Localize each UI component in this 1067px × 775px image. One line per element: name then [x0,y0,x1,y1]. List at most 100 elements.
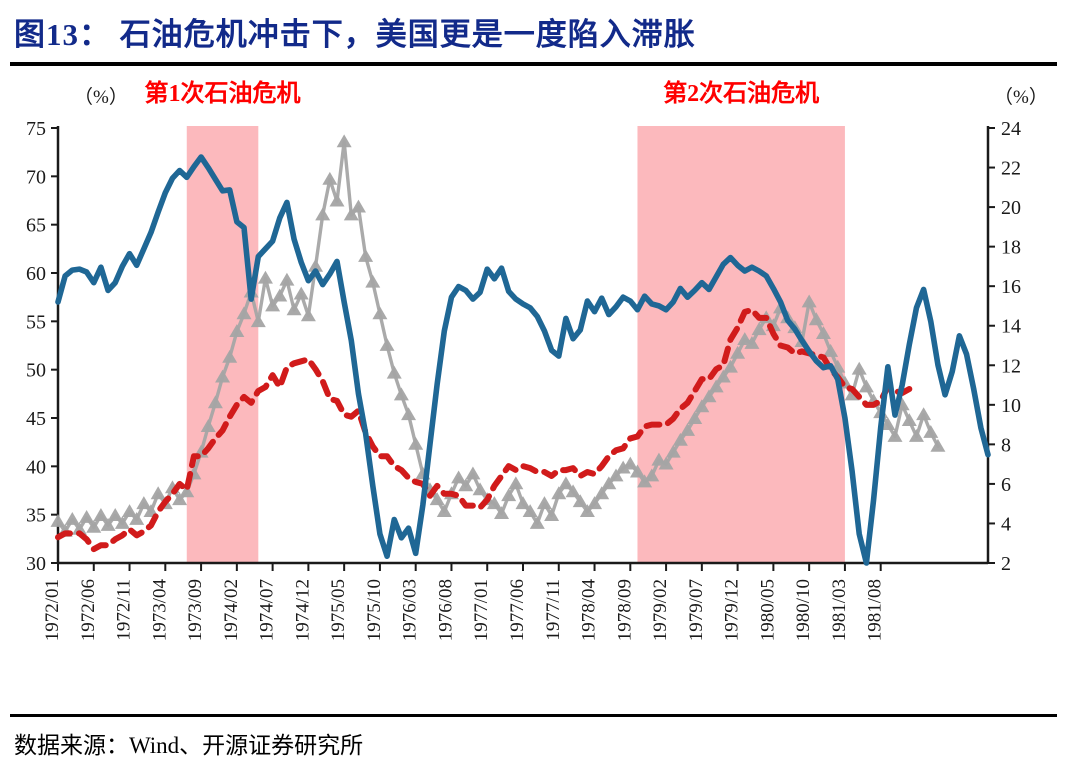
ppi-marker [608,468,624,482]
x-tick-label: 1973/04 [149,579,170,642]
right-tick-label: 8 [1001,434,1011,456]
figure-title-bar: 图13： 石油危机冲击下，美国更是一度陷入滞胀 [0,0,1067,62]
x-tick-label: 1978/04 [579,579,600,642]
title-divider [10,62,1057,66]
ppi-marker [343,207,359,221]
ppi-marker [179,484,195,498]
ppi-marker [694,399,710,413]
ppi-marker [737,332,753,345]
crisis-annotations: 第1次石油危机 第2次石油危机 [145,79,820,107]
chart-canvas: 30 35 40 45 50 55 60 65 70 75 2 4 6 8 10 12 14 16 18 20 22 24… [0,68,1067,713]
ppi-marker [200,419,216,432]
ppi-marker [336,134,352,148]
ppi-marker [465,466,481,480]
ppi-marker [751,322,767,336]
ppi-marker [880,417,896,430]
ppi-marker [350,199,366,213]
ppi-marker [64,512,80,525]
ppi-marker [372,306,388,320]
ppi-marker [86,519,102,533]
ppi-marker [379,338,395,351]
x-tick-label: 1973/09 [185,579,206,641]
ppi-marker [579,504,595,517]
series-line-cpi [55,306,913,553]
left-tick-label: 70 [26,166,46,188]
ppi-marker [107,508,123,521]
x-tick-label: 1981/03 [829,579,850,641]
crisis-label-1: 第1次石油危机 [145,79,301,107]
source-note: 数据来源：Wind、开源证券研究所 [14,733,364,758]
ppi-marker [365,274,381,288]
crisis-label-2: 第2次石油危机 [663,79,819,107]
ppi-marker [680,423,696,436]
right-tick-label: 12 [1001,355,1021,377]
ppi-marker [808,312,824,326]
ppi-marker [172,492,188,506]
left-tick-label: 75 [26,118,46,140]
series-group [50,134,991,566]
ppi-marker [708,379,724,393]
ppi-marker [136,496,152,510]
ppi-marker [401,407,417,421]
ppi-marker [722,359,738,373]
ppi-marker [887,428,903,442]
ppi-marker [207,395,223,409]
ppi-marker [644,468,660,482]
ppi-marker [823,343,839,357]
series-markers-ppi [50,134,946,537]
ppi-marker [393,387,409,401]
x-tick-label: 1972/11 [114,579,135,641]
left-tick-label: 50 [26,360,46,382]
ppi-marker [858,379,874,393]
ppi-marker [851,361,867,375]
x-tick-label: 1972/01 [42,579,63,641]
ppi-marker [93,508,109,521]
ppi-marker [436,504,452,517]
ppi-marker [494,506,510,519]
x-tick-label: 1979/12 [722,579,743,641]
x-tick-label: 1979/07 [686,579,707,641]
ppi-marker [565,484,581,498]
x-tick-label: 1977/01 [471,579,492,641]
right-tick-label: 2 [1001,553,1011,575]
ppi-marker [215,369,231,383]
ppi-marker [665,444,681,458]
x-tick-label: 1980/05 [757,579,778,641]
right-tick-label: 10 [1001,395,1021,417]
ppi-marker [50,513,66,527]
ppi-marker [150,486,166,500]
ppi-marker [529,515,545,529]
right-tick-label: 22 [1001,158,1021,180]
left-tick-label: 30 [26,553,46,575]
ppi-marker [622,456,638,470]
ppi-marker [730,345,746,359]
x-axis-ticks: 1972/01 1972/06 1972/11 1973/04 1973/09 1974/… [42,563,886,641]
ppi-marker [308,258,324,272]
right-tick-label: 20 [1001,197,1021,219]
ppi-marker [501,488,517,502]
ppi-marker [916,407,932,421]
right-tick-label: 18 [1001,237,1021,259]
ppi-marker [100,517,116,531]
ppi-marker [515,496,531,510]
ppi-marker [544,508,560,521]
x-tick-label: 1974/07 [257,579,278,641]
x-tick-label: 1974/12 [292,579,313,641]
left-tick-label: 35 [26,505,46,527]
ppi-marker [286,302,302,316]
x-tick-label: 1977/11 [543,579,564,641]
x-tick-label: 1972/06 [78,579,99,641]
left-tick-label: 65 [26,215,46,237]
ppi-marker [801,294,817,308]
ppi-marker [257,270,273,284]
crisis-band-1 [186,126,259,563]
ppi-marker [486,496,502,510]
left-tick-label: 40 [26,456,46,478]
x-tick-label: 1980/10 [793,579,814,641]
ppi-marker [587,496,603,510]
ppi-marker [508,476,524,490]
x-tick-label: 1975/05 [328,579,349,641]
ppi-marker [715,369,731,383]
page-title: 图13： 石油危机冲击下，美国更是一度陷入滞胀 [14,16,696,52]
